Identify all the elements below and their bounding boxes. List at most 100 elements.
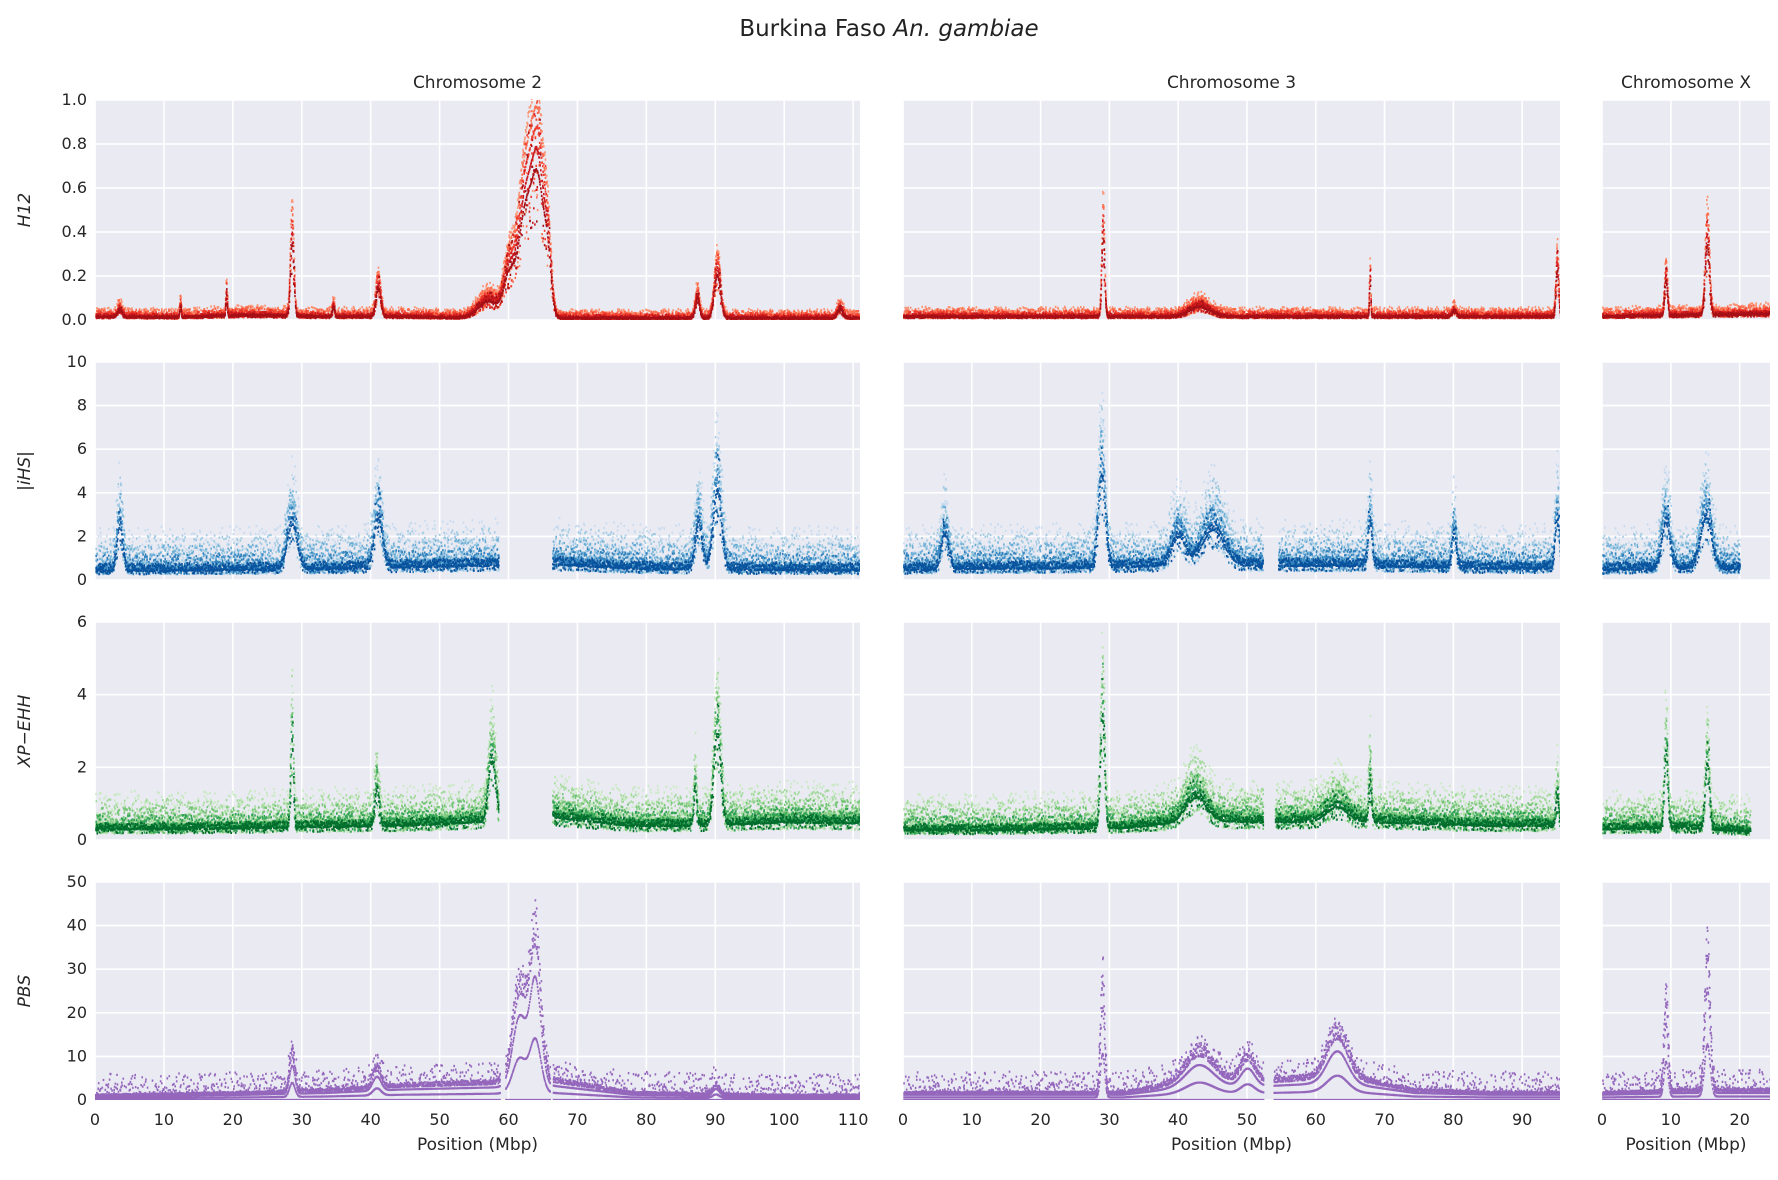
xtick-label: 10 (154, 1110, 174, 1129)
series-h12-5 (903, 237, 1560, 320)
figure-title: Burkina Faso An. gambiae (739, 16, 1038, 42)
points-xp-ehh-chromosome-x (1602, 689, 1752, 836)
xtick-label: 40 (1168, 1110, 1188, 1129)
ylabel-pbs: PBS (15, 974, 35, 1007)
ytick-label: 10 (67, 1046, 87, 1065)
ytick-label: 50 (67, 872, 87, 891)
xtick-label: 70 (567, 1110, 587, 1129)
xtick-label: 110 (838, 1110, 869, 1129)
xtick-label: 30 (1099, 1110, 1119, 1129)
column-title-chromosome-3: Chromosome 3 (1167, 73, 1296, 93)
points-h12-chromosome-x (1602, 195, 1770, 320)
xtick-label: 20 (1730, 1110, 1750, 1129)
xtick-label: 10 (962, 1110, 982, 1129)
ytick-label: 8 (77, 396, 87, 415)
plot-area (1602, 882, 1770, 1100)
xtick-label: 80 (1443, 1110, 1463, 1129)
series-xp-ehh-5 (95, 703, 860, 835)
xtick-label: 60 (498, 1110, 518, 1129)
ytick-label: 4 (77, 483, 87, 502)
xtick-label: 0 (1597, 1110, 1607, 1129)
xtick-label: 0 (898, 1110, 908, 1129)
ytick-label: 0.6 (62, 178, 87, 197)
panel-h12-chromosome-2 (94, 99, 860, 321)
xtick-label: 80 (636, 1110, 656, 1129)
panel-xp-ehh-chromosome-2 (94, 621, 860, 841)
xtick-label: 10 (1661, 1110, 1681, 1129)
panel-ihs-chromosome-3 (902, 361, 1560, 581)
xlabel-chromosome-3: Position (Mbp) (1171, 1135, 1292, 1155)
xtick-label: 60 (1306, 1110, 1326, 1129)
xtick-label: 90 (1512, 1110, 1532, 1129)
points-ihs-chromosome-x (1602, 451, 1741, 575)
ytick-label: 6 (77, 612, 87, 631)
series-pbs-1 (903, 956, 1560, 1100)
plot-area (903, 882, 1560, 1100)
panel-pbs-chromosome-3 (902, 881, 1560, 1101)
xtick-label: 30 (292, 1110, 312, 1129)
series-ihs-5 (1602, 498, 1741, 575)
panel-ihs-chromosome-x (1601, 361, 1770, 581)
points-ihs-chromosome-2 (95, 412, 860, 576)
ytick-label: 0.2 (62, 266, 87, 285)
ytick-label: 0 (77, 1090, 87, 1109)
points-xp-ehh-chromosome-2 (95, 658, 860, 835)
panel-pbs-chromosome-x (1601, 881, 1770, 1101)
panel-h12-chromosome-3 (902, 99, 1560, 321)
series-pbs-1 (95, 899, 860, 1100)
ytick-label: 20 (67, 1003, 87, 1022)
xlabel-chromosome-x: Position (Mbp) (1625, 1135, 1746, 1155)
ytick-label: 0.0 (62, 310, 87, 329)
panel-xp-ehh-chromosome-3 (902, 621, 1560, 841)
column-title-chromosome-2: Chromosome 2 (413, 73, 542, 93)
xtick-label: 50 (1237, 1110, 1257, 1129)
series-ihs-5 (903, 446, 1560, 575)
plot-area (95, 882, 860, 1100)
series-ihs-5 (95, 453, 860, 576)
panel-ihs-chromosome-2 (94, 361, 860, 581)
xtick-label: 20 (223, 1110, 243, 1129)
xtick-label: 100 (769, 1110, 800, 1129)
ytick-label: 40 (67, 916, 87, 935)
ytick-label: 0 (77, 570, 87, 589)
xtick-label: 0 (90, 1110, 100, 1129)
xtick-label: 50 (429, 1110, 449, 1129)
series-h12-5 (1602, 244, 1770, 319)
xtick-label: 90 (705, 1110, 725, 1129)
ytick-label: 0 (77, 830, 87, 849)
ylabel-xp-ehh: XP−EHH (15, 695, 35, 769)
series-xp-ehh-5 (1602, 741, 1752, 836)
points-xp-ehh-chromosome-3 (903, 631, 1560, 836)
panel-pbs-chromosome-2 (94, 881, 860, 1101)
series-h12-5 (95, 118, 860, 320)
plot-area (1602, 100, 1770, 320)
ytick-label: 2 (77, 757, 87, 776)
points-h12-chromosome-2 (95, 99, 860, 320)
points-h12-chromosome-3 (903, 190, 1560, 320)
ytick-label: 1.0 (62, 90, 87, 109)
xtick-label: 20 (1030, 1110, 1050, 1129)
points-pbs-chromosome-2 (95, 899, 860, 1100)
points-ihs-chromosome-3 (903, 391, 1560, 575)
points-pbs-chromosome-x (1602, 926, 1770, 1100)
ytick-label: 0.4 (62, 222, 87, 241)
series-pbs-1 (1602, 926, 1770, 1100)
ytick-label: 4 (77, 685, 87, 704)
ytick-label: 30 (67, 959, 87, 978)
column-title-chromosome-x: Chromosome X (1621, 73, 1751, 93)
ytick-label: 6 (77, 439, 87, 458)
points-pbs-chromosome-3 (903, 956, 1560, 1100)
ylabel-ihs: |iHS| (15, 451, 35, 491)
panel-xp-ehh-chromosome-x (1601, 621, 1770, 841)
series-xp-ehh-5 (903, 678, 1560, 836)
xtick-label: 70 (1374, 1110, 1394, 1129)
ylabel-h12: H12 (15, 193, 35, 227)
ytick-label: 10 (67, 352, 87, 371)
xlabel-chromosome-2: Position (Mbp) (417, 1135, 538, 1155)
ytick-label: 2 (77, 526, 87, 545)
panel-h12-chromosome-x (1601, 99, 1770, 321)
plot-area (95, 100, 860, 320)
ytick-label: 0.8 (62, 134, 87, 153)
plot-area (903, 100, 1560, 320)
